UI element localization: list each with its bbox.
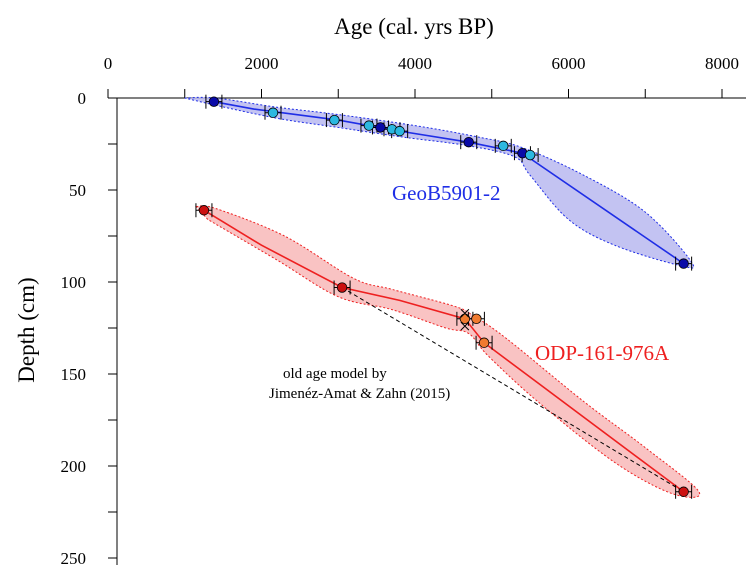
confidence-envelopes <box>184 96 701 498</box>
date-point-odp <box>678 486 689 497</box>
axes: 0 2000 4000 6000 8000 0 50 100 150 200 250 <box>61 54 746 568</box>
date-point-geob <box>329 114 340 126</box>
date-point-odp <box>198 205 210 216</box>
date-point-geob <box>375 122 386 133</box>
date-point-geob <box>208 96 220 107</box>
old-model-label-line-1: old age model by <box>283 366 387 382</box>
y-tick-label: 150 <box>61 365 87 384</box>
date-point-geob <box>267 107 279 118</box>
x-tick-label: 8000 <box>705 54 739 73</box>
x-axis-title: Age (cal. yrs BP) <box>334 14 494 39</box>
y-axis-title: Depth (cm) <box>14 277 39 382</box>
date-point-odp <box>478 337 490 348</box>
old-model-label-line-2: Jimenéz-Amat & Zahn (2015) <box>269 386 450 402</box>
rejected-date-cross-odp <box>460 308 470 318</box>
y-tick-label: 100 <box>61 273 87 292</box>
old-age-model-line <box>341 287 684 493</box>
envelope-geob <box>184 96 695 269</box>
y-tick-label: 50 <box>69 181 86 200</box>
date-point-geob <box>524 149 536 161</box>
date-point-geob <box>463 136 474 148</box>
series-label-geob5901-2: GeoB5901-2 <box>392 181 501 205</box>
y-tick-label: 0 <box>78 89 87 108</box>
x-tick-label: 0 <box>104 54 113 73</box>
dated-points <box>198 96 689 497</box>
date-point-odp <box>336 282 348 293</box>
date-point-geob <box>498 140 509 152</box>
x-tick-label: 6000 <box>552 54 586 73</box>
date-point-geob <box>678 258 689 269</box>
date-point-odp <box>471 313 482 325</box>
y-tick-label: 200 <box>61 457 87 476</box>
date-point-odp <box>459 313 471 325</box>
rejected-date-cross-odp <box>460 321 470 331</box>
date-point-geob <box>394 125 405 137</box>
series-label-odp-161-976a: ODP-161-976A <box>535 341 670 365</box>
envelope-odp <box>195 205 701 498</box>
x-tick-label: 2000 <box>245 54 279 73</box>
x-tick-label: 4000 <box>398 54 432 73</box>
y-tick-label: 250 <box>61 549 87 568</box>
date-point-geob <box>363 120 375 131</box>
